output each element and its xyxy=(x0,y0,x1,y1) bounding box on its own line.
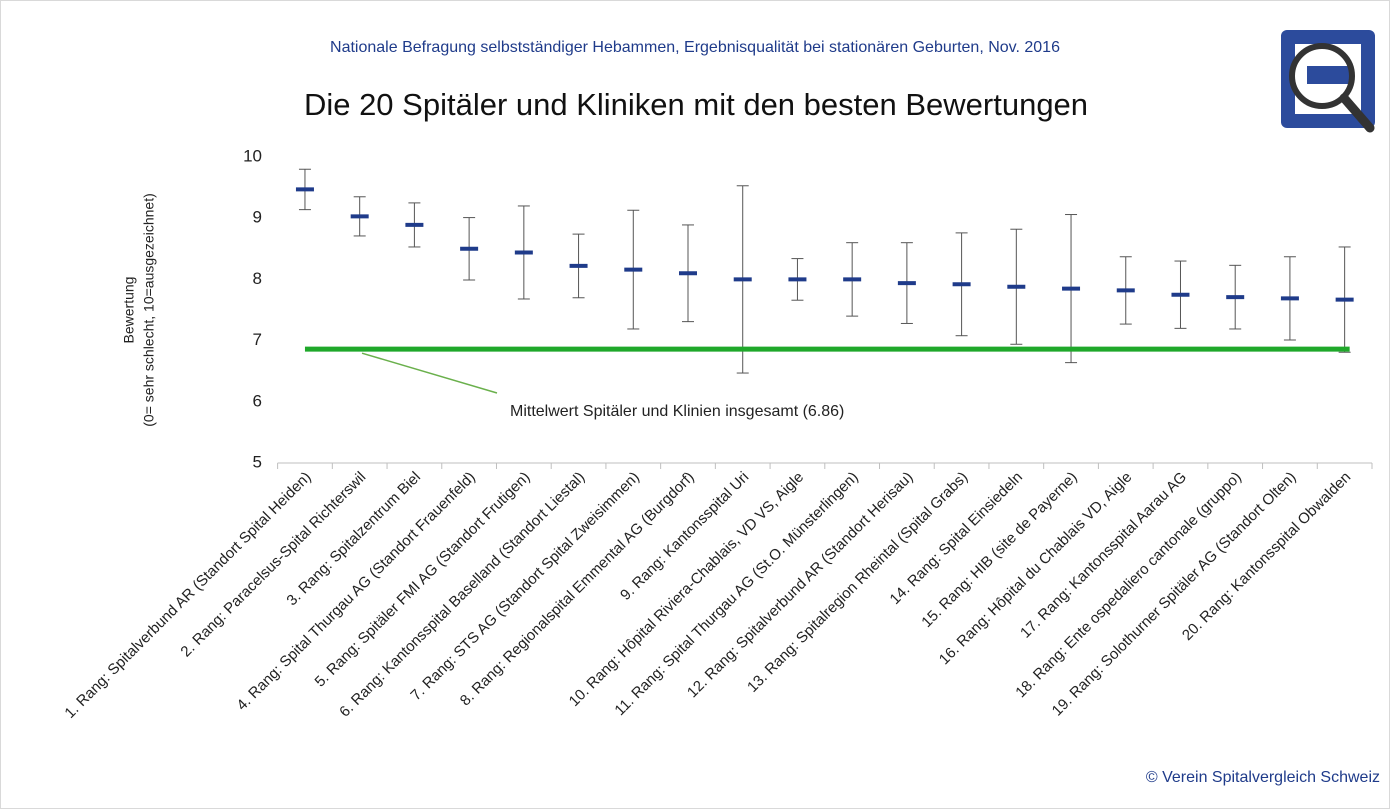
error-bar-group xyxy=(897,242,916,324)
error-bar-group xyxy=(350,196,369,237)
error-bar-group xyxy=(569,233,588,299)
error-bar-group xyxy=(1007,228,1026,345)
error-bar-group xyxy=(733,185,752,374)
error-bar-group xyxy=(514,205,533,300)
reference-label: Mittelwert Spitäler und Klinien insgesam… xyxy=(510,403,844,420)
y-axis-label: Bewertung (0= sehr schlecht, 10=ausgezei… xyxy=(121,193,157,426)
error-bar-group xyxy=(843,242,862,317)
y-axis-label-line: (0= sehr schlecht, 10=ausgezeichnet) xyxy=(141,193,157,426)
error-bar-group xyxy=(952,232,971,337)
y-tick-label: 5 xyxy=(253,452,262,471)
error-bar-group xyxy=(1335,246,1354,353)
error-bar-group xyxy=(1226,264,1245,330)
chart-title: Die 20 Spitäler und Kliniken mit den bes… xyxy=(304,87,1088,122)
error-bar-group xyxy=(624,209,643,330)
error-bar-group xyxy=(405,202,424,248)
logo xyxy=(1281,30,1375,133)
error-bar-group xyxy=(295,168,314,211)
error-bar-group xyxy=(1116,256,1135,325)
y-tick-label: 10 xyxy=(243,146,262,165)
y-axis-label-line: Bewertung xyxy=(121,277,137,344)
error-bar-group xyxy=(788,258,807,301)
y-tick-label: 8 xyxy=(253,269,262,288)
error-bar-group xyxy=(1062,214,1081,364)
annotation-leader xyxy=(361,352,498,394)
error-bar-group xyxy=(460,217,479,281)
y-tick-label: 6 xyxy=(253,391,262,410)
error-bar-group xyxy=(679,224,697,323)
error-bar-group xyxy=(1171,260,1190,329)
error-bar-group xyxy=(1280,256,1299,341)
footer: © Verein Spitalvergleich Schweiz xyxy=(1146,769,1380,786)
y-tick-label: 7 xyxy=(253,330,262,349)
y-tick-label: 9 xyxy=(253,208,262,227)
chart-subtitle: Nationale Befragung selbstständiger Heba… xyxy=(330,39,1060,56)
